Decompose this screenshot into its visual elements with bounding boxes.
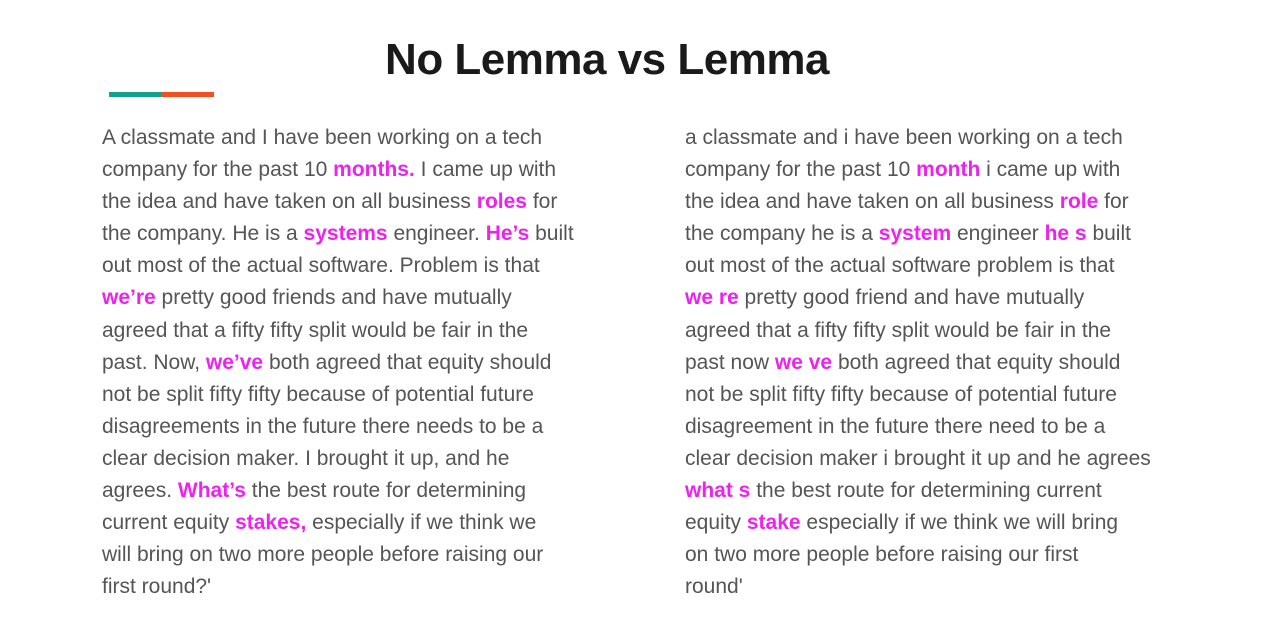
highlighted-word: What’s	[177, 479, 246, 503]
text-segment: especially if we think we	[306, 511, 537, 535]
highlighted-word: months.	[333, 158, 415, 182]
text-segment: on two more people before raising our fi…	[685, 543, 1079, 567]
text-line: not be split fifty fifty because of pote…	[685, 379, 1151, 411]
text-line: company for the past 10 month i came up …	[685, 154, 1151, 186]
text-line: equity stake especially if we think we w…	[685, 507, 1151, 539]
highlighted-word: system	[878, 222, 952, 246]
accent-bar-orange-segment	[161, 92, 214, 97]
highlighted-word: we ve	[774, 350, 833, 374]
highlighted-word: stakes,	[235, 511, 307, 535]
text-line: past now we ve both agreed that equity s…	[685, 347, 1151, 379]
text-segment: the company. He is a	[102, 222, 304, 246]
text-line: company for the past 10 months. I came u…	[102, 154, 574, 186]
text-line: clear decision maker. I brought it up, a…	[102, 443, 574, 475]
text-segment: built	[529, 222, 574, 246]
text-line: a classmate and i have been working on a…	[685, 122, 1151, 154]
text-segment: current equity	[102, 511, 236, 535]
highlighted-word: role	[1059, 190, 1099, 214]
text-line: round'	[685, 571, 1151, 603]
text-segment: equity	[685, 511, 747, 535]
text-segment: out most of the actual software problem …	[685, 254, 1115, 278]
highlighted-word: we’re	[102, 286, 156, 310]
highlighted-word: systems	[303, 222, 388, 246]
text-segment: pretty good friend and have mutually	[738, 286, 1085, 310]
text-segment: will bring on two more people before rai…	[102, 543, 544, 567]
text-line: agreed that a fifty fifty split would be…	[102, 315, 574, 347]
text-segment: not be split fifty fifty because of pote…	[102, 382, 534, 406]
text-segment: engineer	[951, 222, 1045, 246]
text-segment: agreed that a fifty fifty split would be…	[685, 318, 1112, 342]
highlighted-word: roles	[476, 190, 527, 214]
text-line: we re pretty good friend and have mutual…	[685, 282, 1151, 314]
highlighted-word: month	[916, 158, 981, 182]
text-segment: engineer.	[387, 222, 486, 246]
text-segment: clear decision maker i brought it up and…	[685, 446, 1151, 470]
text-line: on two more people before raising our fi…	[685, 539, 1151, 571]
text-segment: for	[526, 190, 558, 214]
text-line: the idea and have taken on all business …	[102, 186, 574, 218]
text-segment: past. Now,	[102, 350, 206, 374]
text-line: will bring on two more people before rai…	[102, 539, 574, 571]
text-line: what s the best route for determining cu…	[685, 475, 1151, 507]
highlighted-word: He’s	[485, 222, 530, 246]
text-segment: the best route for determining	[245, 479, 527, 503]
page-title: No Lemma vs Lemma	[385, 35, 829, 84]
text-segment: built	[1086, 222, 1131, 246]
text-line: A classmate and I have been working on a…	[102, 122, 574, 154]
text-segment: both agreed that equity should	[832, 350, 1121, 374]
text-line: the company. He is a systems engineer. H…	[102, 218, 574, 250]
text-segment: the idea and have taken on all business	[102, 190, 477, 214]
text-segment: first round?'	[102, 575, 212, 599]
highlighted-word: what s	[685, 479, 751, 503]
text-line: out most of the actual software problem …	[685, 250, 1151, 282]
text-line: the company he is a system engineer he s…	[685, 218, 1151, 250]
text-segment: round'	[685, 575, 743, 599]
no-lemma-text-column: A classmate and I have been working on a…	[102, 122, 574, 603]
text-line: first round?'	[102, 571, 574, 603]
highlighted-word: stake	[746, 511, 801, 535]
text-segment: out most of the actual software. Problem…	[102, 254, 540, 278]
text-segment: agreed that a fifty fifty split would be…	[102, 318, 529, 342]
text-segment: disagreement in the future there need to…	[685, 414, 1106, 438]
text-line: agreed that a fifty fifty split would be…	[685, 315, 1151, 347]
text-line: we’re pretty good friends and have mutua…	[102, 282, 574, 314]
highlighted-word: we re	[685, 286, 739, 310]
text-line: not be split fifty fifty because of pote…	[102, 379, 574, 411]
text-segment: disagreements in the future there needs …	[102, 414, 544, 438]
text-line: the idea and have taken on all business …	[685, 186, 1151, 218]
title-accent-bar	[109, 92, 214, 97]
text-segment: A classmate and I have been working on a…	[102, 126, 543, 149]
text-segment: the idea and have taken on all business	[685, 190, 1060, 214]
text-line: disagreements in the future there needs …	[102, 411, 574, 443]
text-segment: the company he is a	[685, 222, 879, 246]
text-segment: the best route for determining current	[750, 479, 1102, 503]
highlighted-word: he s	[1044, 222, 1087, 246]
accent-bar-teal-segment	[109, 92, 161, 97]
text-segment: a classmate and i have been working on a…	[685, 126, 1123, 149]
text-line: disagreement in the future there need to…	[685, 411, 1151, 443]
text-segment: both agreed that equity should	[263, 350, 552, 374]
text-segment: clear decision maker. I brought it up, a…	[102, 446, 510, 470]
text-segment: pretty good friends and have mutually	[155, 286, 512, 310]
text-line: agrees. What’s the best route for determ…	[102, 475, 574, 507]
text-segment: especially if we think we will bring	[800, 511, 1119, 535]
text-segment: not be split fifty fifty because of pote…	[685, 382, 1117, 406]
text-line: out most of the actual software. Problem…	[102, 250, 574, 282]
lemma-text-column: a classmate and i have been working on a…	[685, 122, 1151, 603]
text-segment: i came up with	[980, 158, 1121, 182]
text-segment: company for the past 10	[102, 158, 334, 182]
text-line: current equity stakes, especially if we …	[102, 507, 574, 539]
text-line: past. Now, we’ve both agreed that equity…	[102, 347, 574, 379]
text-line: clear decision maker i brought it up and…	[685, 443, 1151, 475]
highlighted-word: we’ve	[205, 350, 264, 374]
text-segment: I came up with	[414, 158, 557, 182]
text-segment: company for the past 10	[685, 158, 917, 182]
text-segment: agrees.	[102, 479, 178, 503]
text-segment: past now	[685, 350, 775, 374]
text-segment: for	[1098, 190, 1129, 214]
